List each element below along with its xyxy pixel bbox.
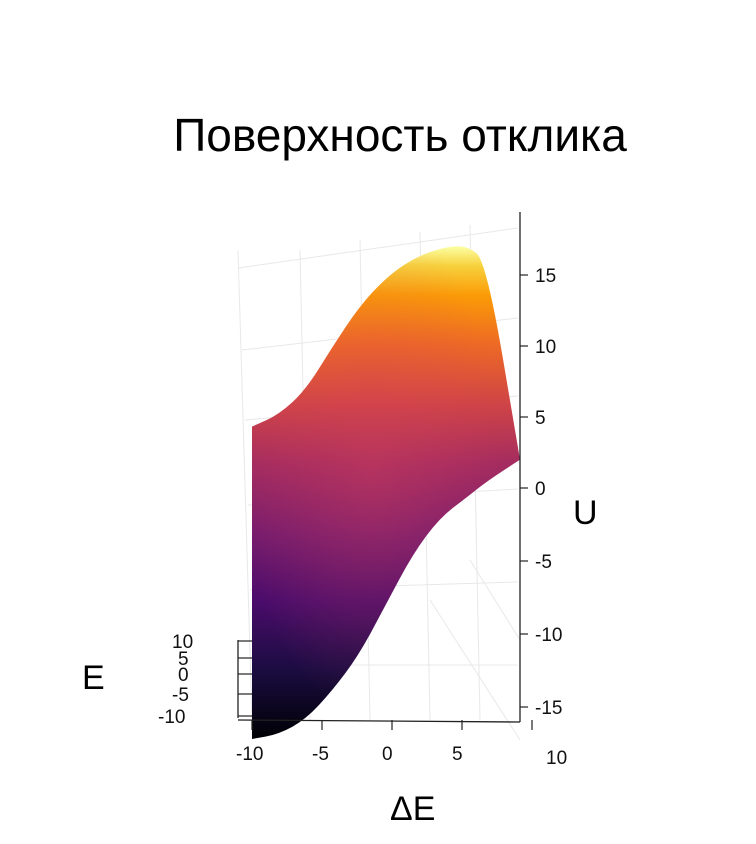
x-tick-label: -10 xyxy=(236,744,263,765)
y-tick-label: -5 xyxy=(172,685,189,706)
x-tick-label: -5 xyxy=(312,744,329,765)
z-tick-label: -15 xyxy=(535,698,562,719)
x-axis-line xyxy=(237,719,521,723)
z-axis-label: U xyxy=(573,494,598,532)
x-tick-label: 0 xyxy=(382,744,393,765)
z-tick-label: -10 xyxy=(535,625,562,646)
z-tick-label: 0 xyxy=(535,479,546,500)
x-tick-label: 5 xyxy=(452,744,463,765)
y-tick-label: -10 xyxy=(158,707,185,728)
y-tick-label: 0 xyxy=(178,665,189,686)
y-tick-label: 10 xyxy=(172,632,193,653)
chart-title: Поверхность отклика xyxy=(173,109,627,161)
z-tick-label: -5 xyxy=(535,552,552,573)
z-tick-label: 5 xyxy=(535,408,546,429)
surface-shading xyxy=(252,246,520,740)
y-axis-label: E xyxy=(82,659,105,697)
z-tick-label: 10 xyxy=(535,337,556,358)
surface xyxy=(252,246,520,740)
grid-line xyxy=(237,227,519,269)
grid-line xyxy=(429,599,521,741)
z-tick-label: 15 xyxy=(535,266,556,287)
x-axis-label: ΔE xyxy=(390,790,435,828)
grid-line xyxy=(237,249,253,721)
y-tick-label: 5 xyxy=(178,649,189,670)
grid-line xyxy=(469,559,521,641)
x-tick-label: 10 xyxy=(546,748,567,769)
